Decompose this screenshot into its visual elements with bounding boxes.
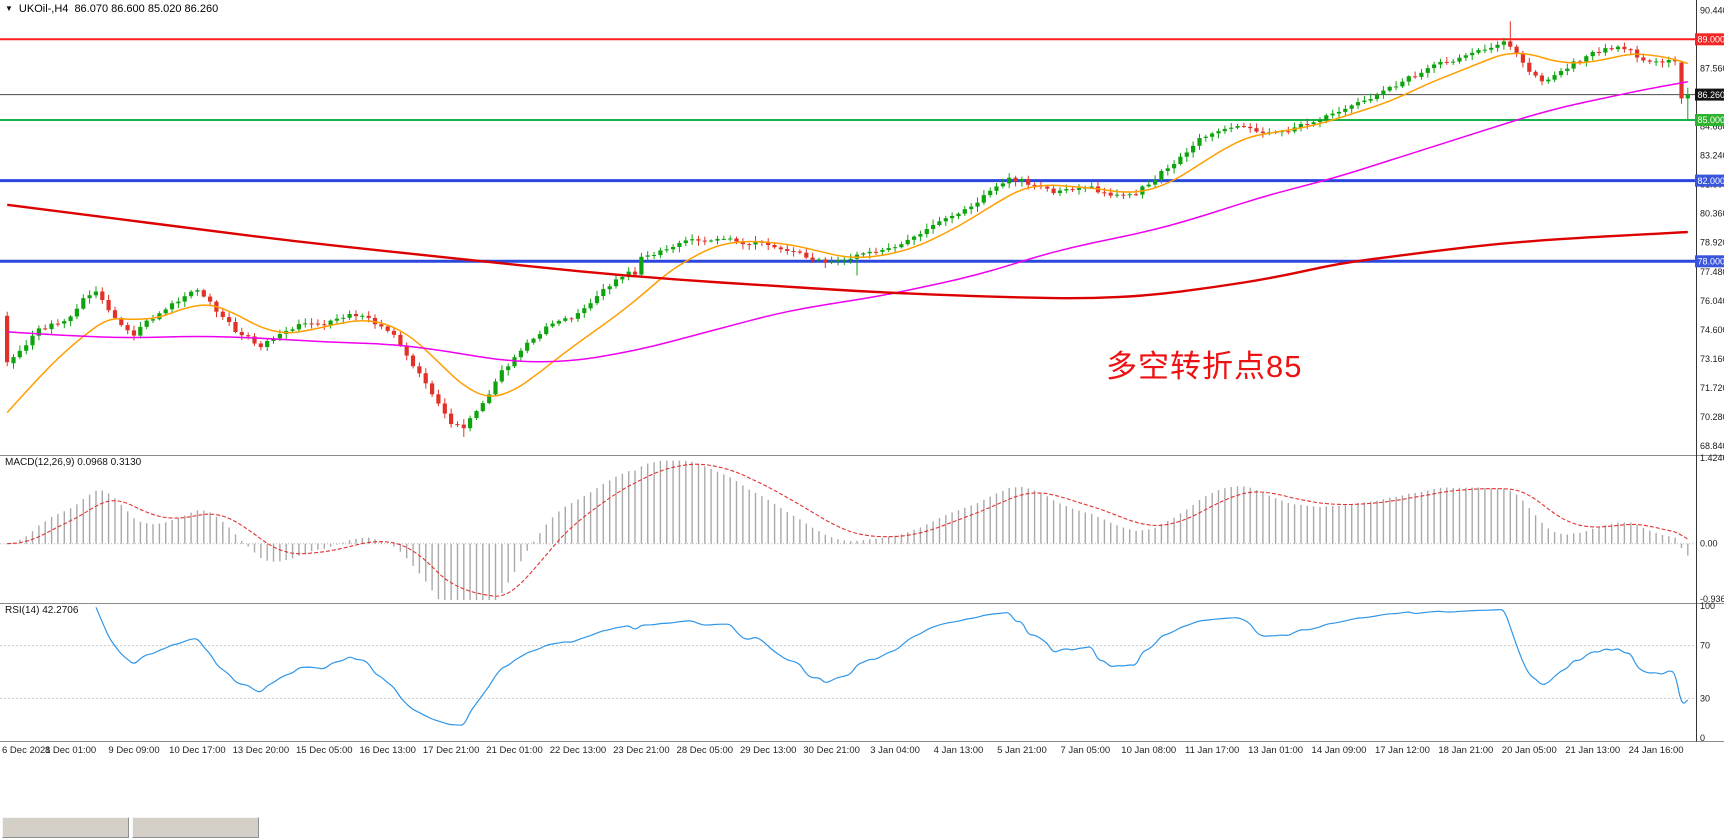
svg-text:21 Jan 13:00: 21 Jan 13:00 [1565, 745, 1620, 756]
svg-text:10 Dec 17:00: 10 Dec 17:00 [169, 745, 226, 756]
minimized-chart-window[interactable] [132, 817, 259, 838]
svg-text:1.4246: 1.4246 [1700, 453, 1724, 463]
svg-text:29 Dec 13:00: 29 Dec 13:00 [740, 745, 797, 756]
svg-text:87.560: 87.560 [1700, 63, 1724, 73]
svg-text:21 Dec 01:00: 21 Dec 01:00 [486, 745, 543, 756]
svg-text:76.040: 76.040 [1700, 296, 1724, 306]
svg-text:89.000: 89.000 [1698, 35, 1724, 45]
svg-text:83.240: 83.240 [1700, 151, 1724, 161]
svg-text:30: 30 [1700, 693, 1710, 703]
svg-text:11 Jan 17:00: 11 Jan 17:00 [1185, 745, 1239, 756]
svg-text:68.840: 68.840 [1700, 441, 1724, 451]
svg-text:71.720: 71.720 [1700, 383, 1724, 393]
annotation-text: 多空转折点85 [1106, 349, 1303, 384]
symbol-timeframe-label: UKOil-,H4 [18, 3, 69, 15]
symbol-dropdown-icon[interactable]: ▼ [5, 4, 13, 13]
svg-text:90.440: 90.440 [1700, 5, 1724, 15]
svg-text:22 Dec 13:00: 22 Dec 13:00 [550, 745, 607, 756]
svg-text:100: 100 [1700, 601, 1715, 611]
svg-text:4 Jan 13:00: 4 Jan 13:00 [934, 745, 984, 756]
candles-layer [5, 21, 1690, 437]
svg-text:13 Dec 20:00: 13 Dec 20:00 [233, 745, 290, 756]
svg-text:9 Dec 09:00: 9 Dec 09:00 [108, 745, 159, 756]
macd-panel [0, 460, 1695, 600]
macd-indicator-label: MACD(12,26,9) 0.0968 0.3130 [5, 457, 142, 468]
svg-text:77.480: 77.480 [1700, 267, 1724, 277]
svg-text:7 Jan 05:00: 7 Jan 05:00 [1061, 745, 1111, 756]
svg-text:14 Jan 09:00: 14 Jan 09:00 [1312, 745, 1367, 756]
svg-text:70.280: 70.280 [1700, 412, 1724, 422]
svg-text:78.920: 78.920 [1700, 238, 1724, 248]
ma-mid-magenta [7, 80, 1688, 363]
svg-text:74.600: 74.600 [1700, 325, 1724, 335]
svg-text:85.000: 85.000 [1698, 115, 1724, 125]
svg-text:70: 70 [1700, 641, 1710, 651]
svg-text:-0.9363: -0.9363 [1700, 594, 1724, 604]
rsi-line [95, 607, 1689, 726]
svg-text:16 Dec 13:00: 16 Dec 13:00 [359, 745, 416, 756]
svg-text:23 Dec 21:00: 23 Dec 21:00 [613, 745, 670, 756]
svg-text:73.160: 73.160 [1700, 354, 1724, 364]
minimized-chart-window[interactable] [2, 817, 129, 838]
rsi-panel [0, 607, 1695, 726]
ohlc-values-label: 86.070 86.600 85.020 86.260 [74, 3, 219, 15]
svg-text:10 Jan 08:00: 10 Jan 08:00 [1121, 745, 1176, 756]
svg-text:86.260: 86.260 [1698, 90, 1724, 100]
svg-text:84.680: 84.680 [1700, 121, 1724, 131]
svg-text:17 Jan 12:00: 17 Jan 12:00 [1375, 745, 1430, 756]
svg-text:15 Dec 05:00: 15 Dec 05:00 [296, 745, 353, 756]
svg-text:5 Jan 21:00: 5 Jan 21:00 [997, 745, 1047, 756]
macd-signal-line [7, 463, 1689, 597]
svg-text:20 Jan 05:00: 20 Jan 05:00 [1502, 745, 1557, 756]
svg-text:0.00: 0.00 [1700, 539, 1718, 549]
svg-text:0: 0 [1700, 733, 1705, 743]
ma-fast-orange [6, 52, 1689, 414]
svg-text:8 Dec 01:00: 8 Dec 01:00 [45, 745, 96, 756]
svg-text:82.000: 82.000 [1698, 176, 1724, 186]
svg-text:24 Jan 16:00: 24 Jan 16:00 [1629, 745, 1684, 756]
chart-header: ▼ UKOil-,H4 86.070 86.600 85.020 86.260 [5, 3, 218, 15]
hlines-layer [0, 38, 1695, 263]
svg-text:30 Dec 21:00: 30 Dec 21:00 [803, 745, 860, 756]
svg-text:6 Dec 2021: 6 Dec 2021 [2, 745, 51, 756]
svg-text:78.000: 78.000 [1698, 256, 1724, 266]
rsi-indicator-label: RSI(14) 42.2706 [5, 605, 79, 616]
svg-text:3 Jan 04:00: 3 Jan 04:00 [870, 745, 920, 756]
svg-text:18 Jan 21:00: 18 Jan 21:00 [1438, 745, 1493, 756]
svg-text:13 Jan 01:00: 13 Jan 01:00 [1248, 745, 1303, 756]
ma-lines-layer [6, 52, 1689, 414]
ma-slow-red [7, 203, 1688, 300]
y-axis: 90.44089.00087.56086.12084.68083.24081.8… [1695, 5, 1724, 743]
panel-dividers [0, 0, 1724, 742]
svg-text:28 Dec 05:00: 28 Dec 05:00 [677, 745, 734, 756]
svg-text:80.360: 80.360 [1700, 209, 1724, 219]
svg-text:17 Dec 21:00: 17 Dec 21:00 [423, 745, 480, 756]
